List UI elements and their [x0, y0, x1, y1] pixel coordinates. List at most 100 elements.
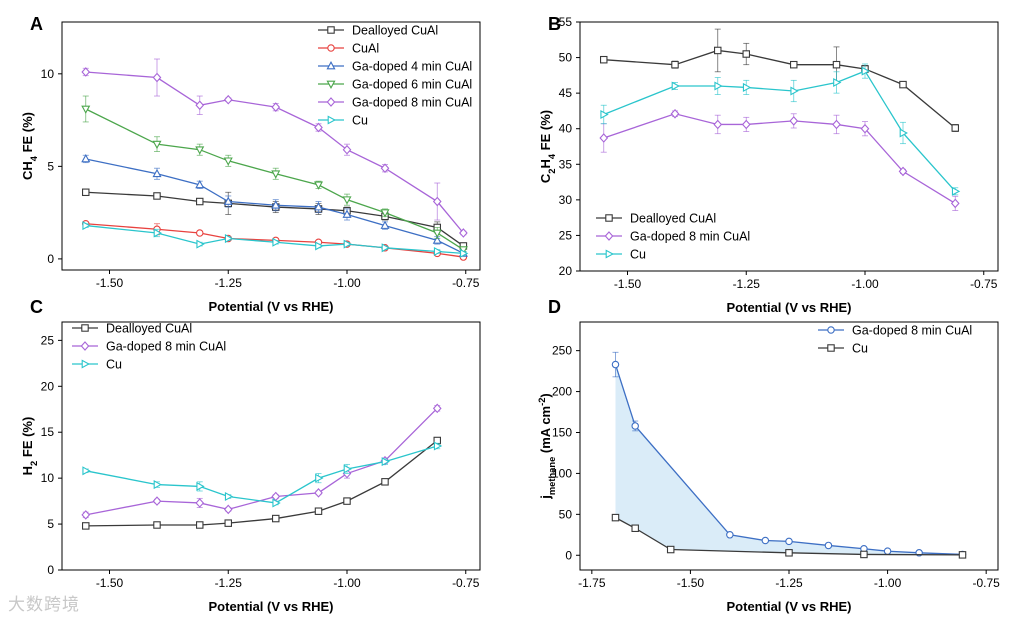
axes-frame [579, 21, 999, 272]
legend-swatch-marker [605, 249, 614, 259]
data-point [314, 507, 323, 515]
x-tick-label: -1.00 [851, 277, 879, 291]
fill-between-area [615, 364, 963, 555]
x-axis-label: Potential (V vs RHE) [209, 599, 334, 614]
axis-label-subscript: methane [547, 457, 557, 495]
data-point [785, 537, 793, 546]
y-axis-label: CH4 FE (%) [20, 112, 39, 180]
y-axis-label: jmethane (mA cm-2) [537, 393, 557, 500]
data-point [714, 81, 723, 91]
axes-frame [61, 21, 481, 271]
legend-label: Cu [852, 342, 868, 356]
data-point [343, 497, 351, 505]
data-point [670, 108, 680, 119]
data-point [741, 119, 751, 130]
data-point [432, 403, 442, 414]
series-cu [611, 513, 967, 559]
series-ga-doped-4-min-cual [81, 154, 468, 257]
data-point [671, 60, 679, 69]
data-point [380, 209, 390, 218]
legend-swatch-marker [81, 359, 90, 369]
data-point [432, 196, 442, 207]
series-line [85, 158, 464, 254]
data-point [82, 188, 90, 197]
data-point [958, 551, 967, 559]
axis-label-part: j [538, 495, 553, 500]
data-point [223, 157, 233, 166]
y-tick-label: 200 [552, 385, 572, 399]
data-point [313, 202, 324, 211]
data-point [899, 128, 908, 138]
data-point [271, 200, 281, 209]
data-point [860, 550, 868, 559]
data-point [82, 522, 90, 530]
legend-label: Dealloyed CuAl [106, 322, 192, 336]
data-point [223, 94, 233, 105]
y-tick-label: 30 [559, 193, 573, 207]
y-tick-label: 10 [41, 67, 55, 81]
data-point [381, 243, 390, 253]
x-tick-label: -1.50 [677, 576, 705, 590]
data-point [195, 498, 205, 508]
data-point [81, 67, 91, 77]
series-line [85, 191, 464, 247]
data-point [631, 524, 639, 533]
axis-label-superscript: -2 [537, 398, 547, 406]
x-tick-label: -1.75 [578, 576, 606, 590]
y-tick-label: 5 [47, 517, 54, 531]
x-tick-label: -1.25 [215, 576, 243, 590]
data-point [195, 146, 205, 155]
axis-label-part: FE (%) [20, 417, 35, 461]
y-tick-label: 250 [552, 344, 572, 358]
data-point [898, 166, 908, 177]
y-tick-label: 35 [559, 157, 573, 171]
legend-label: Ga-doped 8 min CuAl [630, 230, 750, 244]
legend-label: Dealloyed CuAl [630, 212, 716, 226]
y-tick-label: 0 [565, 548, 572, 562]
series-line [85, 224, 464, 254]
series-dealloyed-cual [599, 28, 959, 132]
legend: Dealloyed CuAl Ga-doped 8 min CuAl Cu [596, 212, 750, 262]
panel-d: D -1.75 -1.50 -1.25 -1.00 -0.75 0 50 100 150 200 25… [537, 297, 1000, 614]
data-point [790, 86, 799, 96]
data-point [196, 239, 205, 249]
legend-label: Ga-doped 8 min CuAl [852, 324, 972, 338]
data-point [342, 196, 352, 205]
data-point [224, 234, 234, 244]
data-point [196, 229, 204, 237]
data-point [611, 513, 620, 522]
legend-label: Ga-doped 8 min CuAl [106, 340, 226, 354]
series-line [85, 71, 464, 234]
data-point [381, 457, 390, 467]
x-tick-label: -1.00 [333, 276, 361, 290]
data-point [152, 496, 162, 506]
x-tick-label: -1.25 [775, 576, 803, 590]
data-point [153, 480, 162, 490]
data-point [272, 498, 281, 508]
data-point [271, 102, 281, 112]
x-tick-label: -1.00 [333, 576, 361, 590]
data-point [883, 547, 892, 555]
data-point [899, 80, 907, 89]
legend-label: Cu [630, 248, 646, 262]
data-point [195, 179, 205, 189]
data-point [380, 163, 390, 174]
legend-label: Cu [106, 358, 122, 372]
y-tick-label: 100 [552, 466, 572, 480]
panel-a: A -1.50 -1.25 -1.00 -0.75 0 5 10 Potential (V vs… [20, 14, 481, 314]
legend-label: Ga-doped 4 min CuAl [352, 60, 472, 74]
y-tick-label: 10 [41, 471, 55, 485]
legend-swatch-marker [327, 26, 335, 34]
data-point [381, 478, 389, 486]
data-point [272, 237, 281, 247]
data-point [713, 119, 723, 130]
panel-letter: B [548, 14, 561, 34]
data-point [153, 521, 161, 529]
axis-label-part: H [538, 159, 553, 168]
series-cu [82, 221, 469, 258]
legend-swatch-marker [827, 326, 835, 334]
axis-label-part: H [20, 466, 35, 475]
data-point [224, 519, 233, 527]
x-tick-label: -1.50 [96, 576, 124, 590]
data-point [832, 60, 841, 69]
